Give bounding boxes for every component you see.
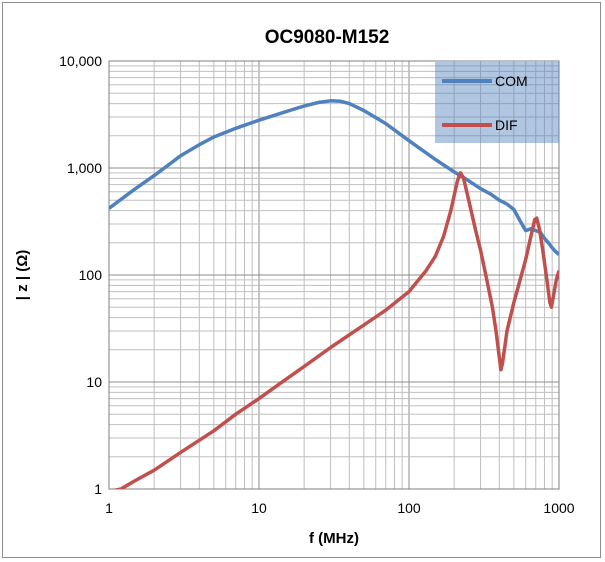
y-tick-label: 10 [86,374,102,390]
legend: COM DIF [435,62,559,143]
legend-box [435,62,559,143]
y-tick-label: 1 [94,481,102,497]
y-tick-labels: 1 10 100 1,000 10,000 [59,53,102,497]
impedance-chart: OC9080-M152 1 10 100 1,000 10,000 1 10 100 1000… [14,27,575,547]
x-axis-label: f (MHz) [309,530,359,547]
y-axis-label: | z | (Ω) [14,250,31,300]
y-tick-label: 100 [79,267,103,283]
legend-label-com: COM [495,73,528,89]
x-tick-label: 100 [397,500,421,516]
legend-label-dif: DIF [495,117,518,133]
y-tick-label: 1,000 [67,160,102,176]
x-tick-label: 1 [105,500,113,516]
x-tick-label: 10 [251,500,267,516]
y-tick-label: 10,000 [59,53,102,69]
series-lines [109,99,559,489]
series-line-dif [112,171,559,489]
x-tick-labels: 1 10 100 1000 [105,500,575,516]
chart-title: OC9080-M152 [265,27,390,48]
grid [109,61,559,489]
series-line-com [109,99,559,256]
x-tick-label: 1000 [543,500,574,516]
chart-frame: OC9080-M152 1 10 100 1,000 10,000 1 10 100 1000… [2,2,601,558]
